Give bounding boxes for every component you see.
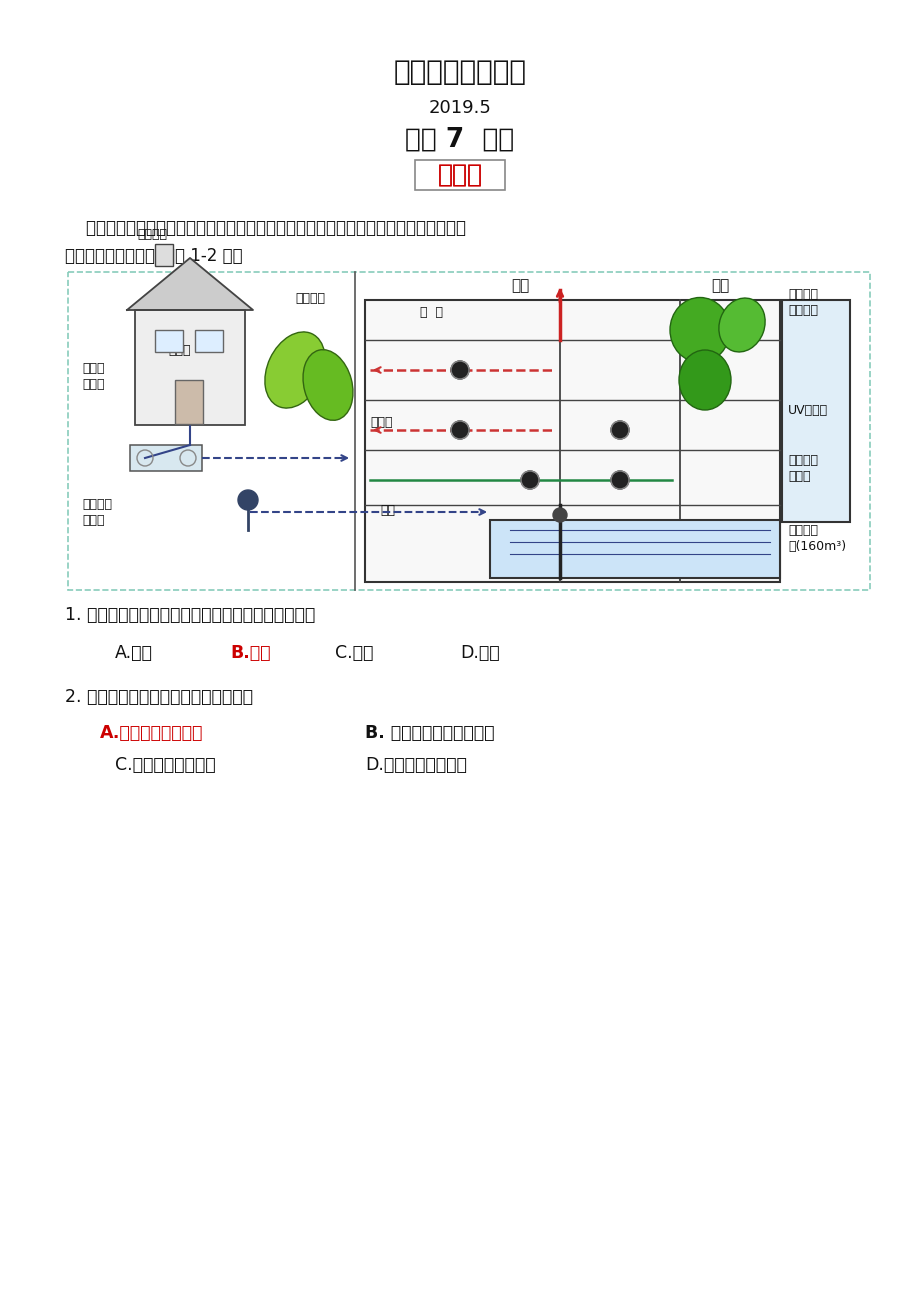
Bar [130, 445, 202, 471]
Text: 支管: 支管 [380, 504, 394, 517]
Text: B. 改扩建城市的排水设施: B. 改扩建城市的排水设施 [365, 724, 494, 742]
Bar [365, 299, 779, 582]
Bar [154, 329, 183, 352]
Text: 滤池净化: 滤池净化 [788, 303, 817, 316]
Text: 2019.5: 2019.5 [428, 99, 491, 117]
Text: 近些年来，我国城市渍水内涝问题越来越严重，解决城市内涝迫在眉睫，下图为城市雨: 近些年来，我国城市渍水内涝问题越来越严重，解决城市内涝迫在眉睫，下图为城市雨 [65, 219, 466, 237]
Text: 下水道: 下水道 [82, 513, 105, 526]
Text: 1. 我国东部季风区的城市渍水内涝主要发生季节是：: 1. 我国东部季风区的城市渍水内涝主要发生季节是： [65, 605, 315, 624]
Ellipse shape [302, 350, 353, 421]
Text: 利用: 利用 [510, 279, 528, 293]
Text: 收集: 收集 [176, 279, 194, 293]
Text: A.增加城市地形坡度: A.增加城市地形坡度 [100, 724, 203, 742]
Text: 练一练: 练一练 [437, 163, 482, 187]
Text: C.秋季: C.秋季 [335, 644, 373, 661]
Text: 池(160m³): 池(160m³) [788, 539, 845, 552]
Text: D.扩大城市绿地面积: D.扩大城市绿地面积 [365, 756, 466, 773]
Bar [490, 519, 779, 578]
Bar [414, 160, 505, 190]
Text: 水综合利用图，结合图回答 1-2 题。: 水综合利用图，结合图回答 1-2 题。 [65, 247, 243, 266]
Bar [135, 310, 244, 424]
Ellipse shape [669, 297, 729, 362]
Text: 2. 下列不利于缓解城市内涝的措施是：: 2. 下列不利于缓解城市内涝的措施是： [65, 687, 253, 706]
Text: 地理精品教学资料: 地理精品教学资料 [393, 59, 526, 86]
Bar [68, 272, 869, 590]
Text: 储存池: 储存池 [788, 470, 810, 483]
Text: 净化雨水: 净化雨水 [788, 453, 817, 466]
Circle shape [450, 361, 469, 379]
Bar [154, 243, 173, 266]
Text: B.夏季: B.夏季 [230, 644, 270, 661]
Text: 人行道: 人行道 [82, 378, 105, 391]
Bar [175, 380, 203, 424]
Ellipse shape [265, 332, 324, 408]
Text: 停车区: 停车区 [82, 362, 105, 375]
Text: 雨水储存: 雨水储存 [788, 523, 817, 536]
Text: 饮用水: 饮用水 [369, 415, 392, 428]
Text: 多级植物: 多级植物 [788, 289, 817, 302]
Polygon shape [127, 258, 253, 310]
Text: UV线消毒: UV线消毒 [788, 404, 827, 417]
Text: 公用雨水: 公用雨水 [82, 499, 112, 512]
Text: 练一练: 练一练 [437, 163, 482, 187]
Circle shape [520, 471, 539, 490]
Text: 透渗绿地: 透渗绿地 [295, 292, 324, 305]
Text: 净化: 净化 [710, 279, 729, 293]
Text: 屋顶表面: 屋顶表面 [137, 228, 167, 241]
Text: D.冬季: D.冬季 [460, 644, 499, 661]
Text: A.春季: A.春季 [115, 644, 153, 661]
Text: 专题 7  城市: 专题 7 城市 [405, 128, 514, 154]
Circle shape [450, 421, 469, 439]
Circle shape [552, 508, 566, 522]
Bar [781, 299, 849, 522]
Text: C.城市雨水综合利用: C.城市雨水综合利用 [115, 756, 215, 773]
Bar [195, 329, 222, 352]
Text: 交通区: 交通区 [168, 344, 190, 357]
Circle shape [610, 421, 629, 439]
Text: 冲  厕: 冲 厕 [420, 306, 443, 319]
Ellipse shape [678, 350, 731, 410]
Ellipse shape [718, 298, 765, 352]
Circle shape [238, 490, 257, 510]
Circle shape [610, 471, 629, 490]
